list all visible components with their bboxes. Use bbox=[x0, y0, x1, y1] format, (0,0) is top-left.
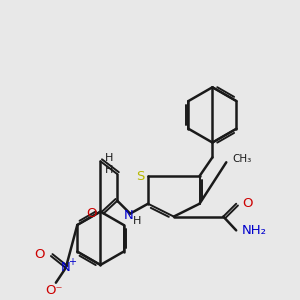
Text: N: N bbox=[123, 209, 133, 222]
Text: O: O bbox=[242, 197, 253, 210]
Text: O: O bbox=[34, 248, 45, 261]
Text: NH₂: NH₂ bbox=[242, 224, 267, 237]
Text: CH₃: CH₃ bbox=[232, 154, 251, 164]
Text: O⁻: O⁻ bbox=[45, 284, 63, 297]
Text: H: H bbox=[133, 215, 141, 226]
Text: S: S bbox=[136, 169, 144, 183]
Text: +: + bbox=[68, 257, 76, 267]
Text: O: O bbox=[86, 207, 97, 220]
Text: N: N bbox=[61, 261, 71, 274]
Text: H: H bbox=[105, 153, 114, 163]
Text: H: H bbox=[105, 165, 114, 175]
